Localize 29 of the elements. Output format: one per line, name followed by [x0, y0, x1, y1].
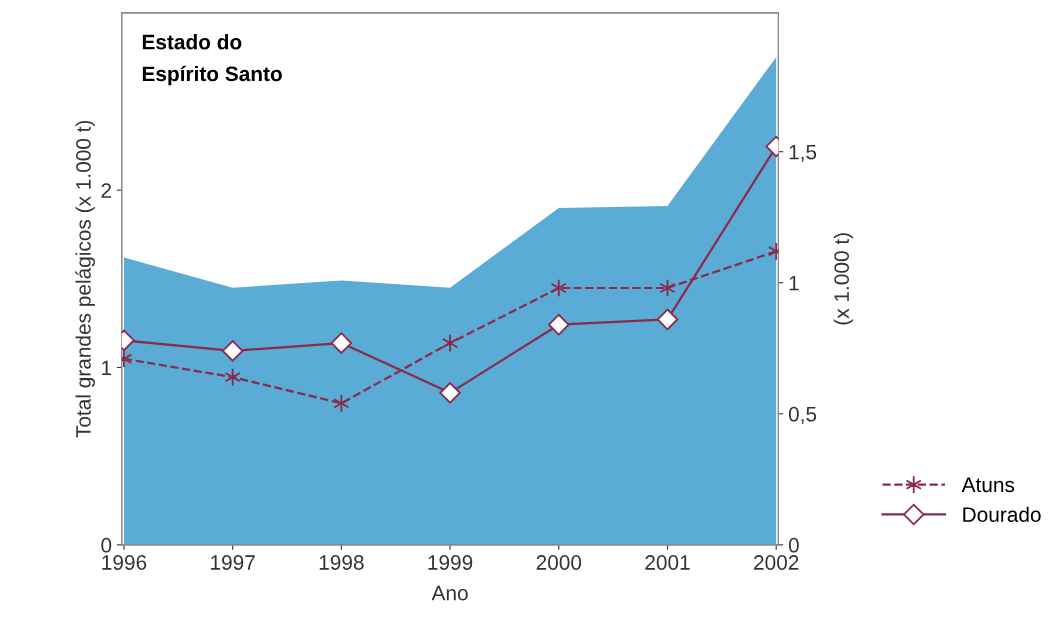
point: [548, 313, 570, 336]
x-tick-label: 1999: [428, 555, 473, 570]
point: [550, 278, 567, 298]
x-tick-label: 1996: [102, 555, 147, 570]
point: [656, 308, 679, 331]
y-tick-label: 0: [101, 537, 112, 553]
point: [221, 340, 244, 362]
point: [333, 394, 350, 413]
x-tick-label: 2001: [645, 555, 690, 570]
y-tick-label: 2: [101, 183, 112, 198]
legend-label: Atuns: [961, 477, 1015, 493]
annotation: Estado do Espírito Santo: [142, 34, 282, 86]
x-axis-title: Ano: [431, 585, 468, 601]
x-tick-label: 1998: [319, 555, 364, 570]
point: [330, 332, 353, 354]
y2-tick-label: 1: [789, 275, 799, 291]
y-tick-label: 1: [102, 360, 112, 376]
legend-label: Dourado: [963, 506, 1041, 522]
x-tick-label: 1997: [211, 555, 255, 570]
y-axis-title: Total grandes pelágicos (x 1.000 t): [75, 120, 95, 438]
y2-axis-title: (x 1.000 t): [833, 233, 854, 325]
point: [439, 382, 461, 404]
x-tick-label: 2000: [536, 555, 582, 570]
y2-tick-label: 0: [788, 537, 799, 553]
y2-tick-label: 1,5: [789, 144, 817, 162]
point: [441, 333, 459, 353]
y2-tick-label: 0,5: [788, 406, 817, 425]
point: [224, 367, 241, 387]
x-tick-label: 2002: [754, 555, 799, 570]
